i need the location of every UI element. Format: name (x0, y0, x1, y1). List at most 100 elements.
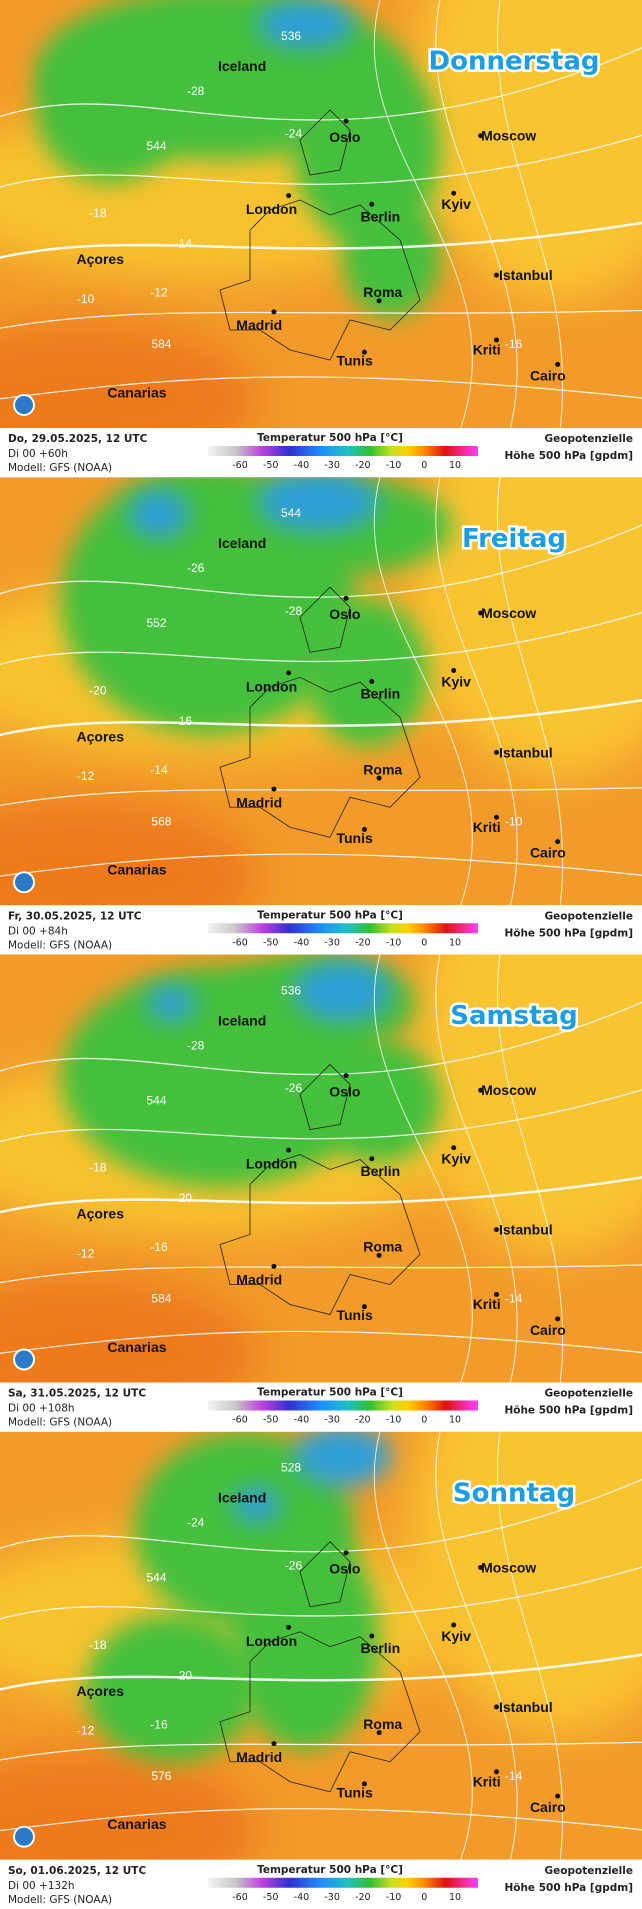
contour-label: -16 (150, 1240, 168, 1254)
very-cold-zone (128, 489, 190, 539)
city-label: Istanbul (499, 744, 553, 760)
day-label: Freitag (462, 524, 566, 554)
city-label: Roma (363, 1239, 402, 1255)
city-label: Tunis (336, 1784, 373, 1800)
city-dot (493, 337, 499, 343)
city-label: Oslo (329, 129, 360, 145)
isohypse (0, 1264, 642, 1284)
contour-label: 544 (147, 1571, 167, 1585)
isohypse (0, 1001, 642, 1076)
isotherm (435, 1431, 518, 1860)
contour-label: -18 (89, 1161, 107, 1175)
hot-zone (0, 1751, 260, 1860)
run: Di 00 +108h (8, 1403, 75, 1415)
run: Di 00 +132h (8, 1880, 75, 1892)
forecast-panel: Iceland Oslo Moscow London Berlin Kyiv Açores I… (0, 0, 642, 478)
colorbar (208, 446, 478, 456)
contour-label: -28 (187, 1038, 205, 1052)
city-label: Madrid (236, 1272, 282, 1288)
city-dot (493, 814, 499, 820)
city-dot (555, 839, 561, 845)
contour-label: -18 (89, 1638, 107, 1652)
contour-label: -14 (505, 1769, 523, 1783)
isohypse (0, 309, 642, 329)
colorbar-tick: -60 (232, 1415, 248, 1426)
very-cold-zone (293, 960, 392, 1022)
contour-label: 536 (281, 29, 301, 43)
run: Di 00 +60h (8, 448, 68, 460)
city-label: Madrid (236, 1749, 282, 1765)
city-label: London (246, 1633, 297, 1649)
isohypse (0, 1741, 642, 1761)
colorbar-tick: -30 (324, 937, 340, 948)
isotherm (435, 954, 518, 1383)
isohypse (0, 611, 642, 666)
city-label: Moscow (481, 605, 536, 621)
colorbar-tick: -40 (294, 1892, 310, 1903)
isotherm (373, 954, 473, 1383)
isohypse (0, 524, 642, 598)
city-label: Berlin (360, 208, 400, 224)
legend-title: Temperatur 500 hPa [°C] (257, 1864, 403, 1876)
city-label: Iceland (218, 1012, 266, 1028)
city-dot (493, 1704, 499, 1710)
forecast-panel: Iceland Oslo Moscow London Berlin Kyiv Açores I… (0, 954, 642, 1432)
city-dot (493, 272, 499, 278)
geopotential-label: Höhe 500 hPa [gpdm] (504, 927, 633, 939)
run: Di 00 +84h (8, 925, 68, 937)
colorbar-tick: -60 (232, 1892, 248, 1903)
city-label: Kriti (473, 1773, 501, 1789)
map: Iceland Oslo Moscow London Berlin Kyiv Açores I… (0, 477, 642, 906)
colorbar-tick: -40 (294, 1415, 310, 1426)
model: Modell: GFS (NOAA) (8, 939, 112, 951)
colorbar-tick: 10 (449, 1892, 461, 1903)
warm-zone (410, 1431, 642, 1732)
hot-zone (0, 797, 260, 906)
city-label: Oslo (329, 1083, 360, 1099)
city-label: Açores (77, 251, 125, 267)
contour-label: -24 (187, 1516, 205, 1530)
contour-label: -12 (77, 769, 95, 783)
colorbar-tick: -50 (263, 1415, 279, 1426)
model: Modell: GFS (NOAA) (8, 1417, 112, 1429)
city-label: Cairo (530, 845, 566, 861)
coastline (219, 109, 421, 361)
city-dot (361, 1304, 367, 1310)
contour-label: 576 (151, 1769, 171, 1783)
isotherm (496, 1431, 564, 1860)
isotherm (496, 0, 564, 428)
city-label: Berlin (360, 1163, 400, 1179)
very-cold-zone (256, 477, 380, 533)
colorbar-tick: -30 (324, 460, 340, 471)
isohypse (0, 46, 642, 121)
city-label: Kriti (473, 1296, 501, 1312)
city-label: Canarias (107, 862, 166, 878)
city-dot (478, 133, 484, 139)
contour-label: 544 (281, 506, 301, 520)
day-label: Donnerstag (429, 47, 600, 77)
colorbar-tick: -50 (263, 937, 279, 948)
colorbar-tick: -40 (294, 460, 310, 471)
city-dot (493, 1769, 499, 1775)
legend-title: Temperatur 500 hPa [°C] (257, 909, 403, 921)
geopotential-label: Höhe 500 hPa [gpdm] (504, 1882, 633, 1894)
coastline (219, 1541, 421, 1793)
city-dot (493, 1227, 499, 1233)
isohypse (0, 1478, 642, 1553)
isotherm (496, 477, 564, 906)
isotherm (435, 0, 518, 428)
city-label: London (246, 201, 297, 217)
contour-label: -12 (77, 1246, 95, 1260)
coastline (219, 586, 421, 838)
contour-label: 552 (147, 616, 167, 630)
logo (13, 871, 35, 894)
legend-title: Temperatur 500 hPa [°C] (257, 1387, 403, 1399)
cold-zone (293, 48, 441, 245)
colorbar-tick: -20 (355, 1415, 371, 1426)
city-dot (369, 678, 375, 684)
city-dot (451, 1622, 457, 1628)
logo (13, 1825, 35, 1848)
city-dot (271, 309, 277, 315)
very-cold-zone (293, 1431, 392, 1487)
isohypse (0, 1566, 642, 1620)
